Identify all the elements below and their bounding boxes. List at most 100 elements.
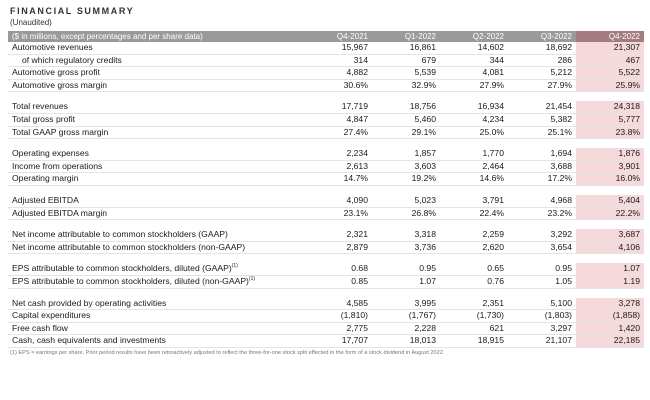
table-row: Income from operations 2,613 3,603 2,464 3,6… <box>8 160 644 174</box>
value-cell: 0.76 <box>440 275 508 289</box>
value-cell: 3,995 <box>372 297 440 311</box>
header-units-label: ($ in millions, except percentages and p… <box>8 31 304 42</box>
value-cell: 5,100 <box>508 297 576 311</box>
value-cell: 29.1% <box>372 126 440 140</box>
row-label: Net income attributable to common stockh… <box>8 241 304 255</box>
value-cell: 314 <box>304 54 372 68</box>
header-period: Q1-2022 <box>372 31 440 42</box>
value-cell: (1,730) <box>440 309 508 323</box>
row-label: EPS attributable to common stockholders,… <box>8 263 304 276</box>
value-cell: 679 <box>372 54 440 68</box>
row-label: Income from operations <box>8 160 304 174</box>
value-cell-highlighted: 5,522 <box>576 66 644 80</box>
value-cell: 4,847 <box>304 113 372 127</box>
value-cell: 18,692 <box>508 42 576 55</box>
value-cell: 25.1% <box>508 126 576 140</box>
value-cell-highlighted: 3,687 <box>576 229 644 242</box>
row-label: Net cash provided by operating activitie… <box>8 297 304 311</box>
value-cell-highlighted: 22.2% <box>576 207 644 221</box>
value-cell-highlighted: (1,858) <box>576 309 644 323</box>
value-cell: (1,803) <box>508 309 576 323</box>
value-cell: 621 <box>440 322 508 336</box>
value-cell-highlighted: 1,876 <box>576 148 644 161</box>
value-cell: 4,882 <box>304 66 372 80</box>
value-cell-highlighted: 1.19 <box>576 275 644 289</box>
value-cell: 1.07 <box>372 275 440 289</box>
value-cell: 2,351 <box>440 297 508 311</box>
table-row: Free cash flow 2,775 2,228 621 3,297 1,420 <box>8 322 644 336</box>
value-cell-highlighted: 16.0% <box>576 172 644 186</box>
table-row: EPS attributable to common stockholders,… <box>8 275 644 289</box>
value-cell: (1,810) <box>304 309 372 323</box>
value-cell: 3,603 <box>372 160 440 174</box>
value-cell: 21,454 <box>508 101 576 114</box>
value-cell: 18,915 <box>440 334 508 348</box>
row-label: EPS attributable to common stockholders,… <box>8 275 304 289</box>
financial-summary-table: ($ in millions, except percentages and p… <box>8 31 644 348</box>
row-label: Cash, cash equivalents and investments <box>8 334 304 348</box>
row-label-text: EPS attributable to common stockholders,… <box>12 275 249 286</box>
group-spacer-cell <box>8 139 644 149</box>
row-label: Automotive gross margin <box>8 79 304 93</box>
value-cell: 4,234 <box>440 113 508 127</box>
footnote-marker: (1) <box>231 263 238 270</box>
value-cell: 2,775 <box>304 322 372 336</box>
value-cell: 1.05 <box>508 275 576 289</box>
group-spacer <box>8 139 644 149</box>
group-spacer <box>8 92 644 102</box>
row-label: Automotive revenues <box>8 42 304 55</box>
page-subtitle: (Unaudited) <box>10 18 52 27</box>
value-cell: 5,212 <box>508 66 576 80</box>
table-row: Operating expenses 2,234 1,857 1,770 1,694 1,… <box>8 148 644 161</box>
value-cell: 5,539 <box>372 66 440 80</box>
value-cell: 27.9% <box>508 79 576 93</box>
table-row: Automotive gross margin 30.6% 32.9% 27.9% 27… <box>8 79 644 93</box>
table-row: of which regulatory credits 314 679 344 286 4… <box>8 54 644 68</box>
value-cell: 22.4% <box>440 207 508 221</box>
value-cell: 27.9% <box>440 79 508 93</box>
header-period: Q4-2021 <box>304 31 372 42</box>
table-row: Total gross profit 4,847 5,460 4,234 5,382 5,… <box>8 113 644 127</box>
row-label: Adjusted EBITDA <box>8 194 304 208</box>
row-label-text: Automotive gross margin <box>12 79 108 90</box>
value-cell: 3,688 <box>508 160 576 174</box>
value-cell: 3,318 <box>372 229 440 242</box>
table-row: Adjusted EBITDA margin 23.1% 26.8% 22.4% 23.… <box>8 207 644 221</box>
value-cell: 2,259 <box>440 229 508 242</box>
row-label-text: Net income attributable to common stockh… <box>12 229 228 240</box>
group-spacer-cell <box>8 288 644 298</box>
group-spacer-cell <box>8 92 644 102</box>
group-spacer <box>8 185 644 195</box>
row-label-text: Free cash flow <box>12 322 68 333</box>
value-cell: 1,770 <box>440 148 508 161</box>
group-spacer-cell <box>8 254 644 264</box>
table-row: Capital expenditures (1,810) (1,767) (1,730… <box>8 309 644 323</box>
value-cell: 0.68 <box>304 263 372 276</box>
row-label-text: Total GAAP gross margin <box>12 126 109 137</box>
row-label: Total GAAP gross margin <box>8 126 304 140</box>
row-label-text: of which regulatory credits <box>22 54 122 65</box>
table-row: EPS attributable to common stockholders,… <box>8 263 644 276</box>
row-label-text: Net cash provided by operating activitie… <box>12 297 167 308</box>
value-cell: 2,321 <box>304 229 372 242</box>
value-cell-highlighted: 1,420 <box>576 322 644 336</box>
row-label: of which regulatory credits <box>8 54 304 68</box>
table-header: ($ in millions, except percentages and p… <box>8 31 644 42</box>
row-label: Operating expenses <box>8 148 304 161</box>
table-row: Net income attributable to common stockh… <box>8 241 644 255</box>
value-cell: 23.2% <box>508 207 576 221</box>
value-cell-highlighted: 22,185 <box>576 334 644 348</box>
financial-summary-page: FINANCIAL SUMMARY (Unaudited) ($ in mill… <box>8 6 644 356</box>
value-cell: 25.0% <box>440 126 508 140</box>
row-label-text: Capital expenditures <box>12 310 91 321</box>
value-cell: 2,613 <box>304 160 372 174</box>
value-cell-highlighted: 3,278 <box>576 297 644 311</box>
value-cell: 17,707 <box>304 334 372 348</box>
value-cell: (1,767) <box>372 309 440 323</box>
footnote: (1) EPS = earnings per share. Prior peri… <box>10 349 445 356</box>
group-spacer <box>8 220 644 230</box>
footnote-marker: (1) <box>248 276 256 283</box>
group-spacer <box>8 254 644 264</box>
table-row: Total GAAP gross margin 27.4% 29.1% 25.0% 25… <box>8 126 644 140</box>
value-cell: 4,081 <box>440 66 508 80</box>
